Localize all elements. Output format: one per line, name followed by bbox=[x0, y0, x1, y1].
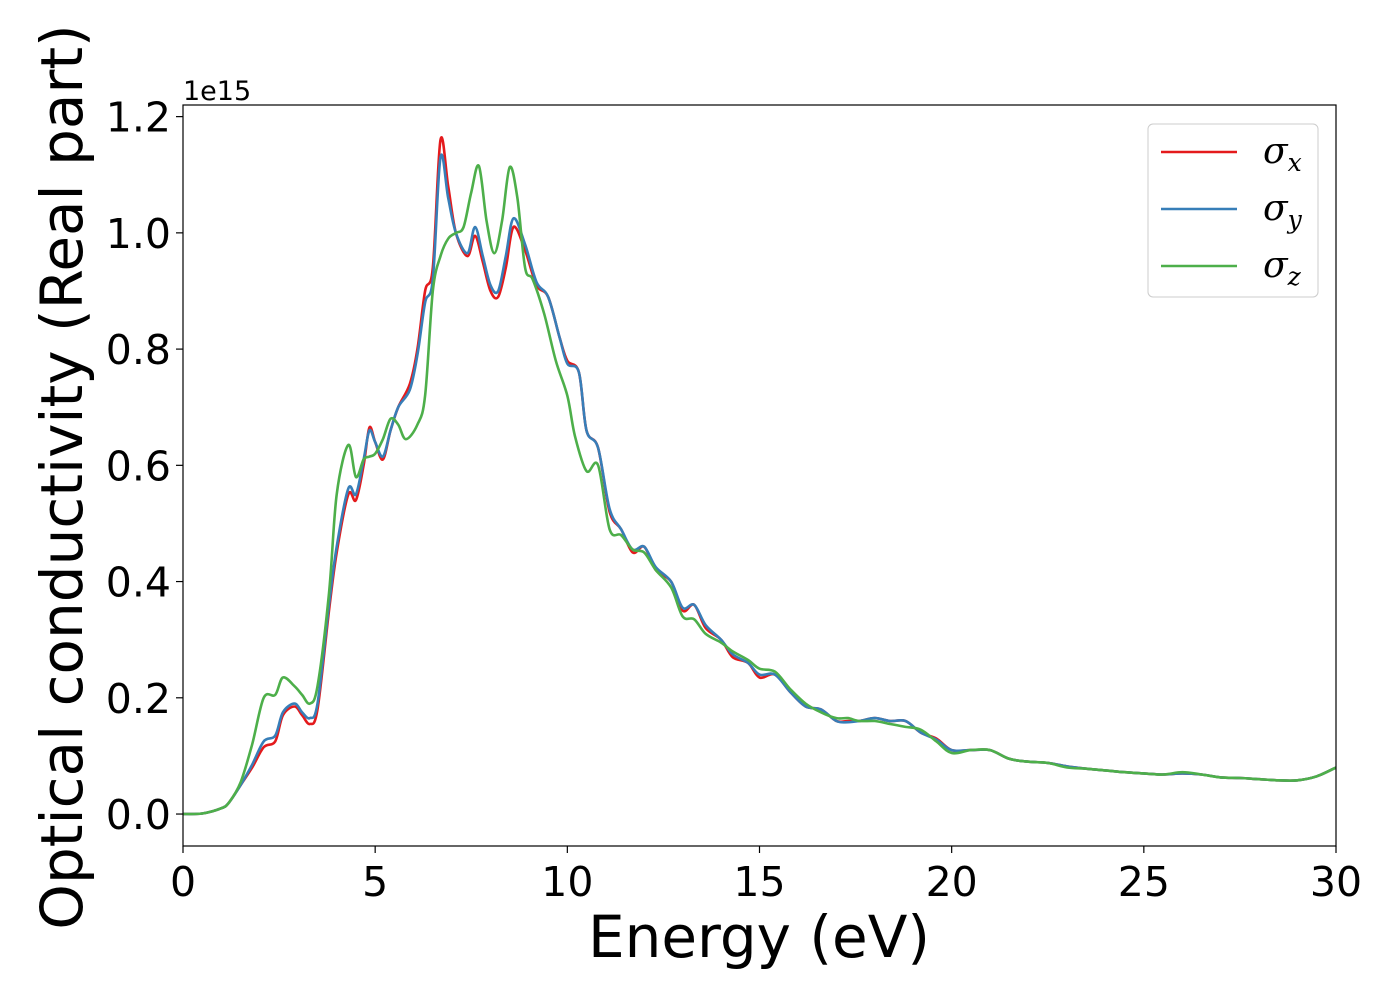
y-tick-label: 0.0 bbox=[106, 791, 171, 839]
x-tick-label: 20 bbox=[926, 858, 978, 906]
y-offset-label: 1e15 bbox=[183, 76, 251, 107]
series-line-z bbox=[183, 164, 1336, 816]
x-tick-label: 30 bbox=[1310, 858, 1362, 906]
x-tick-label: 25 bbox=[1118, 858, 1170, 906]
plot-area bbox=[183, 136, 1336, 816]
x-axis: 0 5 10 15 20 25 30 bbox=[170, 846, 1362, 906]
legend-label-z: σz bbox=[1263, 245, 1302, 291]
legend: σx σy σz bbox=[1147, 123, 1319, 298]
y-tick-label: 0.4 bbox=[106, 559, 171, 607]
y-tick-label: 0.2 bbox=[106, 675, 171, 723]
y-axis: 0.0 0.2 0.4 0.6 0.8 1.0 1.2 bbox=[106, 94, 183, 839]
x-axis-label: Energy (eV) bbox=[588, 903, 930, 971]
legend-label-x: σx bbox=[1263, 131, 1302, 177]
legend-label-y: σy bbox=[1263, 188, 1303, 234]
y-tick-label: 0.8 bbox=[106, 326, 171, 374]
x-tick-label: 5 bbox=[362, 858, 388, 906]
x-tick-label: 10 bbox=[541, 858, 593, 906]
y-tick-label: 1.2 bbox=[106, 94, 171, 142]
y-tick-label: 0.6 bbox=[106, 442, 171, 490]
legend-box bbox=[1147, 123, 1319, 298]
x-tick-label: 0 bbox=[170, 858, 196, 906]
y-axis-label: Optical conductivity (Real part) bbox=[28, 24, 96, 929]
y-tick-label: 1.0 bbox=[106, 210, 171, 258]
x-tick-label: 15 bbox=[733, 858, 785, 906]
